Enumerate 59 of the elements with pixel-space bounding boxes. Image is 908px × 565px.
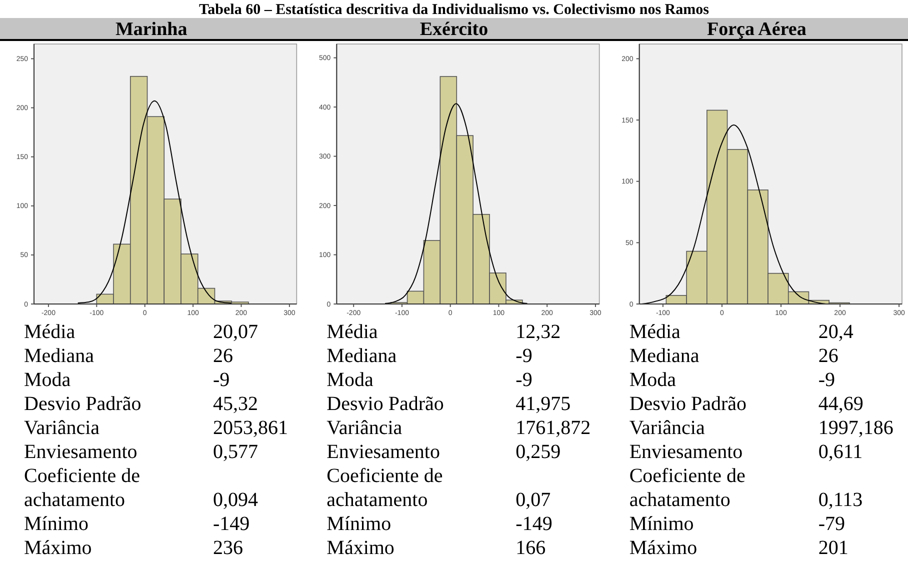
text: -149 [516,513,552,535]
text: 26 [818,345,838,367]
chart-title: Exército [420,19,488,40]
text: 1997,186 [818,417,894,439]
text: -9 [516,345,532,367]
chart-title: Força Aérea [706,19,807,40]
text: Variância [629,417,705,439]
text: Média [326,321,378,343]
text: Moda [326,369,374,391]
text: Mediana [326,345,397,367]
text: Moda [629,369,676,391]
text: -79 [818,513,846,535]
text: 166 [516,537,546,559]
text: Máximo [24,537,92,559]
text: 44,69 [818,393,864,415]
text: -9 [516,369,532,391]
text: 0,611 [818,441,863,463]
text: Mínimo [24,513,88,535]
text: Variância [24,417,100,439]
text: 45,32 [213,393,258,415]
text: 0,113 [818,489,863,511]
text: Moda [24,369,71,391]
text: Mínimo [629,513,694,535]
text: Tabela 60 – Estatística descritiva da Individualismo vs. Colectivismo nos Ramos [199,2,710,18]
text: Enviesamento [326,441,440,463]
text: Média [629,321,681,343]
text: 201 [818,537,848,559]
line-series [384,103,528,304]
text: 0,07 [516,489,551,511]
text: Mínimo [326,513,392,535]
text: Média [24,321,76,343]
text: 236 [213,537,243,559]
text: Desvio Padrão [326,393,444,415]
text: -149 [213,513,250,535]
text: 1761,872 [516,417,591,439]
text: Coeficiente de achatamento [326,465,443,511]
text: 20,07 [213,321,258,343]
text: 0,577 [213,441,258,463]
text: Máximo [629,537,698,559]
text: -9 [818,369,836,391]
text: 12,32 [516,321,561,343]
text: 41,975 [516,393,571,415]
text: Mediana [24,345,94,367]
text: Enviesamento [24,441,138,463]
chart-title: Marinha [115,19,188,40]
text: -9 [213,369,230,391]
text: Desvio Padrão [629,393,747,415]
text: 26 [213,345,233,367]
text: Desvio Padrão [24,393,142,415]
text: Variância [326,417,402,439]
text: Mediana [629,345,700,367]
text: Coeficiente de achatamento [629,465,746,511]
text: 2053,861 [213,417,288,439]
text: 0,259 [516,441,561,463]
text: 20,4 [818,321,854,343]
text: Coeficiente de achatamento [24,465,140,511]
text: Enviesamento [629,441,743,463]
text: Máximo [326,537,394,559]
text: 0,094 [213,489,258,511]
